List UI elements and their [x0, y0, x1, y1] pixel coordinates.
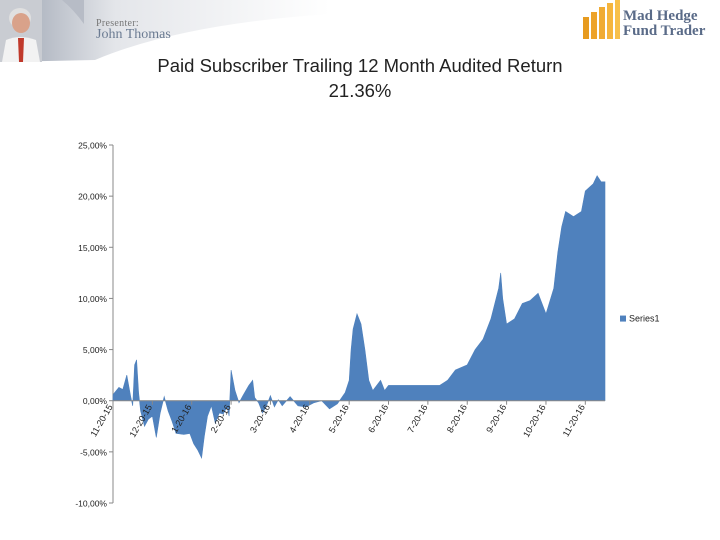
y-tick-label: 25,00% [78, 141, 107, 151]
mad-hedge-logo-icon [583, 0, 620, 39]
y-tick-label: -10,00% [75, 499, 107, 509]
x-tick-label: 9-20-16 [484, 403, 508, 435]
x-tick-label: 7-20-16 [405, 403, 429, 435]
presenter-name: John Thomas [96, 27, 171, 42]
y-tick-label: 5,00% [83, 345, 108, 355]
chart-title: Paid Subscriber Trailing 12 Month Audite… [0, 53, 720, 103]
brand-line-2: Fund Trader [623, 23, 706, 39]
x-tick-label: 8-20-16 [445, 403, 469, 435]
legend-label: Series1 [629, 314, 660, 324]
x-tick-label: 6-20-16 [366, 403, 390, 435]
header-banner: Presenter: John Thomas Mad Hedge Fund Tr… [0, 0, 720, 62]
chart-title-line-1: Paid Subscriber Trailing 12 Month Audite… [157, 55, 563, 76]
x-tick-label: 4-20-16 [287, 403, 311, 435]
series-area [112, 175, 606, 460]
presenter-photo [0, 0, 42, 62]
y-tick-label: 15,00% [78, 243, 107, 253]
y-tick-label: 0,00% [83, 396, 108, 406]
y-tick-label: -5,00% [80, 447, 107, 457]
chart-title-line-2: 21.36% [328, 80, 392, 101]
y-tick-label: 10,00% [78, 294, 107, 304]
x-tick-label: 10-20-16 [521, 403, 548, 439]
brand-name: Mad Hedge Fund Trader [623, 9, 705, 39]
x-tick-label: 3-20-16 [248, 403, 272, 435]
presenter-label: Presenter: [96, 18, 139, 29]
x-tick-label: 11-20-16 [561, 403, 587, 439]
x-tick-label: 11-20-15 [88, 403, 114, 439]
y-tick-label: 20,00% [78, 192, 107, 202]
legend-swatch [620, 315, 626, 322]
banner-graphic [0, 0, 620, 62]
brand-line-1: Mad Hedge [623, 8, 698, 24]
page-curl [62, 0, 84, 24]
